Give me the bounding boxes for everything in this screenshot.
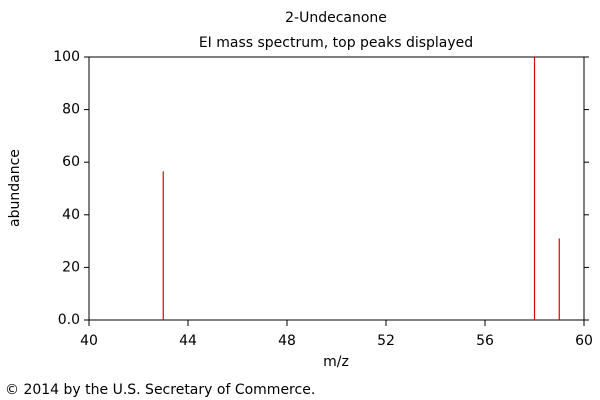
y-axis-label: abundance bbox=[7, 149, 23, 227]
x-tick-label: 48 bbox=[278, 333, 296, 349]
y-tick-label: 100 bbox=[53, 49, 80, 65]
plot-frame bbox=[88, 56, 585, 321]
y-tick-label: 80 bbox=[62, 102, 80, 118]
x-axis-label: m/z bbox=[323, 354, 349, 370]
x-tick-label: 56 bbox=[476, 333, 494, 349]
x-tick-label: 44 bbox=[179, 333, 197, 349]
y-tick-label: 20 bbox=[62, 259, 80, 275]
chart-title: 2-Undecanone bbox=[285, 10, 387, 26]
y-tick-label: 40 bbox=[62, 207, 80, 223]
x-tick-label: 52 bbox=[377, 333, 395, 349]
x-tick-label: 40 bbox=[80, 333, 98, 349]
footer: © 2014 by the U.S. Secretary of Commerce… bbox=[5, 382, 315, 398]
chart-subtitle: EI mass spectrum, top peaks displayed bbox=[199, 35, 473, 51]
y-tick-label: 60 bbox=[62, 154, 80, 170]
y-tick-label: 0.0 bbox=[58, 312, 80, 328]
x-tick-label: 60 bbox=[575, 333, 593, 349]
